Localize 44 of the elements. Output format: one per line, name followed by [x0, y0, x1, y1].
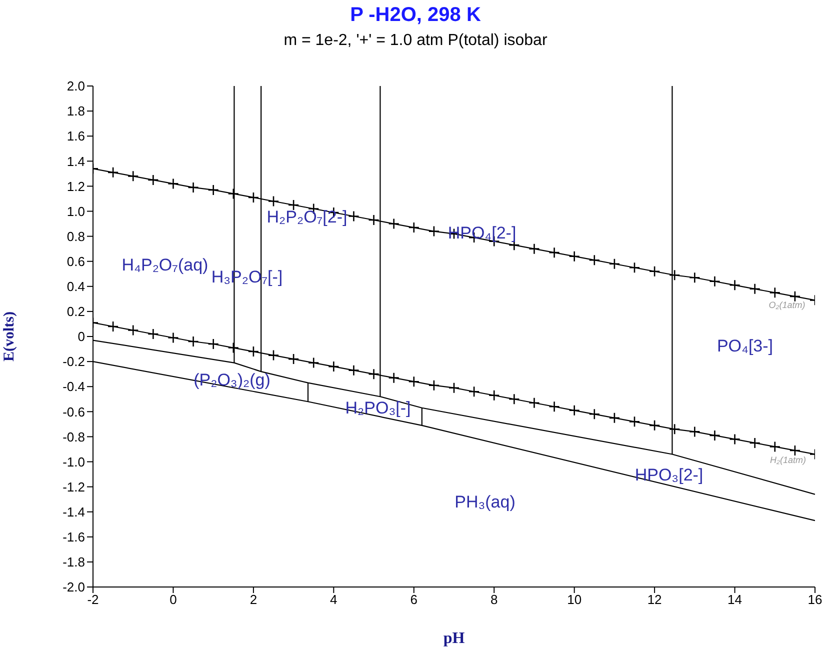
- y-tick-label: -0.6: [62, 404, 85, 420]
- x-tick-label: 6: [410, 592, 418, 608]
- annotation: H₂PO₃[-]: [345, 398, 411, 418]
- x-tick-label: 14: [728, 592, 742, 608]
- y-tick-label: 1.0: [66, 204, 85, 219]
- y-tick-label: -1.6: [62, 530, 85, 545]
- y-tick-label: 0: [78, 329, 85, 344]
- y-tick-label: -2.0: [62, 580, 85, 595]
- y-tick-label: -1.0: [62, 454, 85, 470]
- y-tick-label: -0.4: [62, 379, 85, 394]
- y-tick-label: 1.8: [66, 104, 85, 119]
- annotation: PH₃(aq): [454, 492, 516, 512]
- annotation: H₄P₂O₇(aq): [122, 256, 208, 274]
- annotation: PO₄[3-]: [716, 336, 774, 356]
- y-tick-label: 0.8: [66, 228, 85, 244]
- y-tick-label: 1.4: [66, 154, 85, 169]
- chart-subtitle: m = 1e-2, '+' = 1.0 atm P(total) isobar: [282, 32, 548, 50]
- chart-title: P -H2O, 298 K: [349, 4, 482, 27]
- annotation: H₂(1atm): [770, 455, 806, 465]
- y-axis-title: E(volts): [1, 312, 18, 362]
- x-tick-label: 10: [567, 592, 582, 608]
- annotation: HPO₃[2-]: [634, 466, 704, 484]
- y-tick-label: 1.6: [66, 128, 85, 144]
- y-tick-label: -1.2: [62, 479, 85, 494]
- x-tick-label: 8: [490, 592, 498, 608]
- y-tick-label: 1.2: [66, 178, 85, 194]
- y-tick-label: -0.2: [62, 354, 85, 370]
- y-tick-label: -0.8: [62, 429, 85, 444]
- x-tick-label: 12: [647, 592, 662, 608]
- x-tick-label: 4: [330, 592, 338, 608]
- y-tick-label: 0.4: [66, 279, 85, 294]
- x-tick-label: 2: [250, 592, 258, 608]
- y-tick-label: 0.6: [66, 254, 85, 269]
- x-tick-label: 16: [808, 592, 822, 608]
- annotation: H₂P₂O₇[2-]: [266, 208, 348, 226]
- y-tick-label: 2.0: [66, 78, 85, 94]
- y-tick-label: -1.4: [62, 504, 85, 520]
- x-tick-label: -2: [87, 592, 99, 608]
- y-tick-label: -1.8: [62, 554, 85, 570]
- x-axis-title: pH: [443, 630, 466, 647]
- annotation: (P₂O₃)₂(g): [194, 370, 270, 390]
- y-tick-label: 0.2: [66, 304, 85, 320]
- annotation: O₂(1atm): [768, 300, 806, 310]
- x-tick-label: 0: [170, 592, 177, 608]
